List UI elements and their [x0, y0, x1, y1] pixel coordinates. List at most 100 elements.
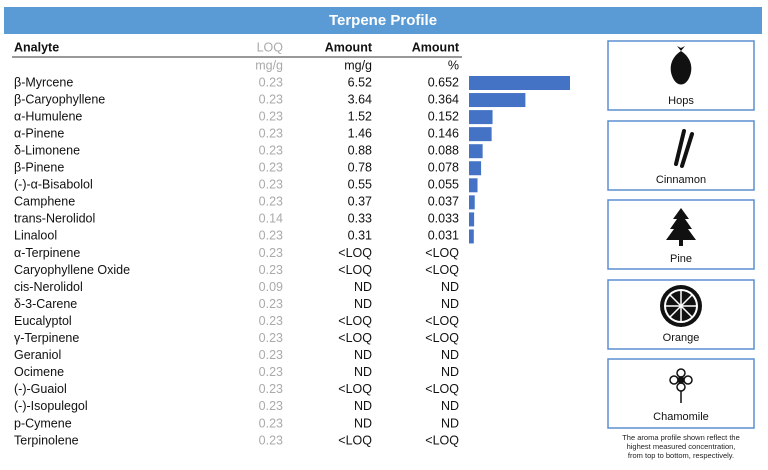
loq: 0.23 [259, 126, 283, 140]
aroma-label: Cinnamon [656, 174, 706, 186]
amount-mg: 0.55 [348, 178, 372, 192]
unit: mg/g [255, 58, 283, 72]
amount-mg: 0.33 [348, 212, 372, 226]
amount-mg: 1.52 [348, 109, 372, 123]
analyte: (-)-α-Bisabolol [14, 178, 93, 192]
amount-mg: 0.31 [348, 229, 372, 243]
amount-pct: 0.088 [428, 143, 459, 157]
amount-mg: ND [354, 280, 372, 294]
aroma-label: Orange [663, 332, 700, 344]
amount-mg: 6.52 [348, 75, 372, 89]
analyte: cis-Nerolidol [14, 280, 83, 294]
analyte: γ-Terpinene [14, 331, 79, 345]
amount-pct: 0.031 [428, 229, 459, 243]
amount-pct: ND [441, 297, 459, 311]
loq: 0.23 [259, 331, 283, 345]
loq: 0.23 [259, 178, 283, 192]
col-header: LOQ [257, 40, 284, 54]
bar [469, 212, 475, 227]
unit: mg/g [344, 58, 372, 72]
analyte: β-Caryophyllene [14, 92, 105, 106]
amount-mg: <LOQ [338, 382, 372, 396]
loq: 0.23 [259, 297, 283, 311]
bar [469, 110, 493, 125]
hops-icon [670, 46, 692, 85]
analyte: Ocimene [14, 365, 64, 379]
amount-pct: 0.146 [428, 126, 459, 140]
amount-pct: <LOQ [425, 382, 459, 396]
analyte: α-Terpinene [14, 246, 80, 260]
analyte: p-Cymene [14, 416, 72, 430]
unit: % [448, 58, 459, 72]
amount-pct: 0.033 [428, 212, 459, 226]
amount-mg: ND [354, 297, 372, 311]
loq: 0.23 [259, 348, 283, 362]
amount-mg: 1.46 [348, 126, 372, 140]
loq: 0.23 [259, 229, 283, 243]
analyte: Geraniol [14, 348, 61, 362]
bar [469, 178, 478, 193]
bar [469, 161, 482, 176]
loq: 0.14 [259, 212, 283, 226]
analyte: δ-3-Carene [14, 297, 77, 311]
analyte: β-Myrcene [14, 75, 73, 89]
analyte: trans-Nerolidol [14, 212, 95, 226]
bar [469, 195, 475, 210]
rows: β-Myrcene 0.23 6.52 0.652 β-Caryophyllene 0.2… [14, 75, 570, 447]
analyte: β-Pinene [14, 161, 64, 175]
amount-mg: ND [354, 399, 372, 413]
amount-pct: 0.037 [428, 195, 459, 209]
analyte: (-)-Isopulegol [14, 399, 88, 413]
pine-icon [666, 208, 696, 246]
loq: 0.23 [259, 433, 283, 447]
amount-mg: 0.78 [348, 161, 372, 175]
analyte: Camphene [14, 195, 75, 209]
amount-pct: <LOQ [425, 433, 459, 447]
amount-pct: <LOQ [425, 314, 459, 328]
aroma-box [607, 120, 755, 191]
amount-pct: ND [441, 348, 459, 362]
note: The aroma profile shown reflect the [622, 433, 740, 442]
title: Terpene Profile [329, 12, 437, 29]
loq: 0.23 [259, 416, 283, 430]
col-header: Analyte [14, 40, 59, 54]
amount-pct: <LOQ [425, 246, 459, 260]
bar [469, 76, 570, 90]
orange-icon [660, 285, 702, 327]
amount-pct: 0.055 [428, 178, 459, 192]
amount-mg: ND [354, 416, 372, 430]
bar [469, 229, 474, 244]
amount-pct: <LOQ [425, 331, 459, 345]
amount-mg: 0.37 [348, 195, 372, 209]
aroma-label: Hops [668, 95, 694, 107]
aroma-label: Pine [670, 253, 692, 265]
amount-pct: ND [441, 399, 459, 413]
amount-mg: 0.88 [348, 143, 372, 157]
aroma-label: Chamomile [653, 411, 709, 423]
loq: 0.23 [259, 143, 283, 157]
analyte: Caryophyllene Oxide [14, 263, 130, 277]
analyte: (-)-Guaiol [14, 382, 67, 396]
amount-pct: 0.364 [428, 92, 459, 106]
analyte: α-Humulene [14, 109, 82, 123]
loq: 0.23 [259, 314, 283, 328]
note: highest measured concentration, [627, 442, 736, 451]
analyte: Terpinolene [14, 433, 79, 447]
amount-pct: 0.078 [428, 161, 459, 175]
amount-mg: <LOQ [338, 246, 372, 260]
amount-pct: 0.152 [428, 109, 459, 123]
analyte: Linalool [14, 229, 57, 243]
amount-pct: ND [441, 365, 459, 379]
col-header: Amount [412, 40, 460, 54]
bar [469, 127, 492, 142]
amount-mg: <LOQ [338, 331, 372, 345]
cinnamon-icon [674, 129, 694, 168]
amount-mg: <LOQ [338, 433, 372, 447]
analyte: α-Pinene [14, 126, 64, 140]
loq: 0.23 [259, 382, 283, 396]
amount-mg: ND [354, 365, 372, 379]
bar [469, 144, 483, 159]
amount-mg: <LOQ [338, 263, 372, 277]
analyte: Eucalyptol [14, 314, 72, 328]
